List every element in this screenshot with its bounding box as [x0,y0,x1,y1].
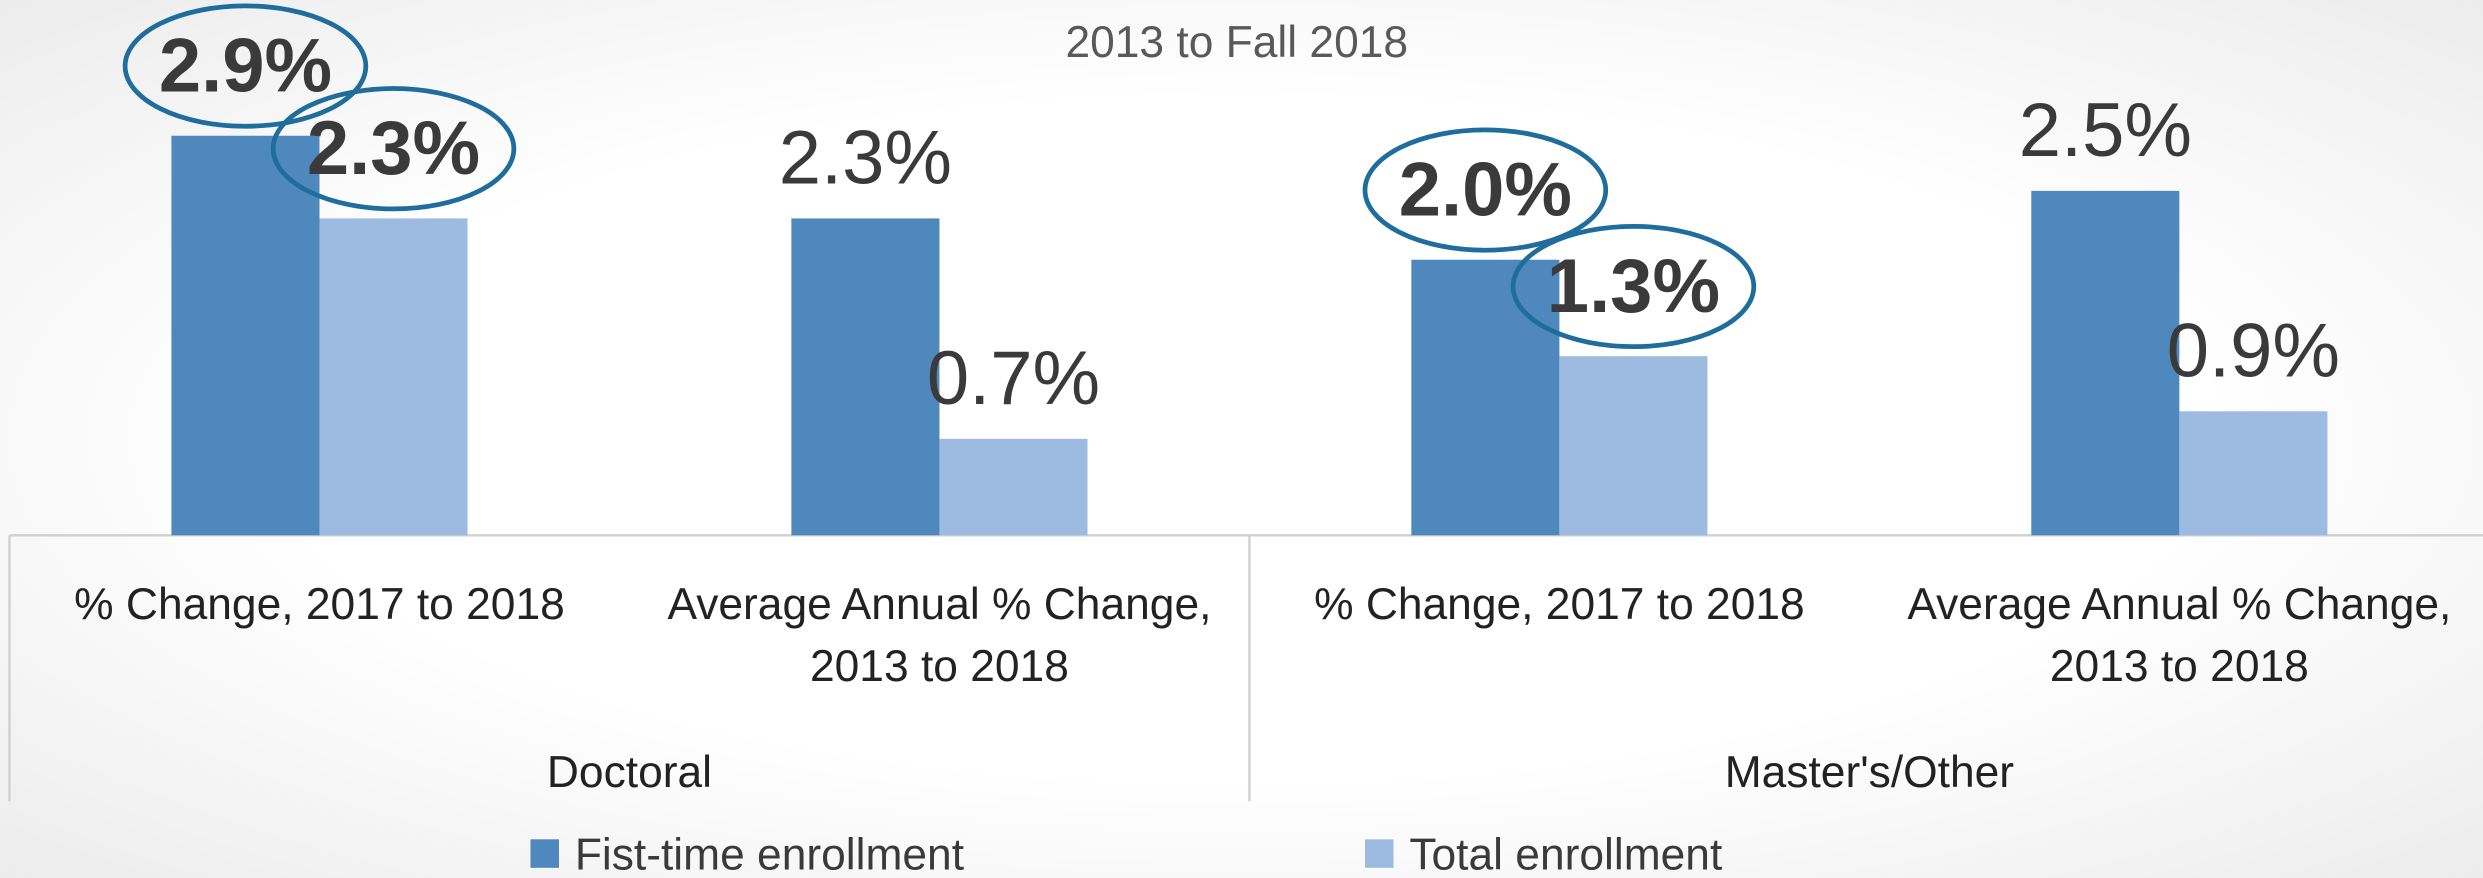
x-tick-label: % Change, 2017 to 2018 [1314,579,1805,629]
x-category: Average Annual % Change, 2013 to 2018 [1907,579,2452,691]
legend-swatch [530,839,559,868]
x-tick-label: Average Annual % Change, 2013 to 2018 [667,579,1212,691]
data-label: 1.3% [1547,244,1720,329]
bar [939,438,1088,536]
data-label: 2.5% [2019,88,2192,173]
data-label: 2.9% [159,23,332,108]
highlight-ellipse [122,3,369,129]
x-category: Average Annual % Change, 2013 to 2018 [667,579,1212,691]
group-label: Doctoral [547,748,712,797]
bar [1411,259,1560,536]
data-label: 2.3% [307,106,480,191]
chart-title: 2013 to Fall 2018 [1065,18,1408,67]
data-label: 0.7% [927,336,1100,421]
highlight-ellipse [1510,223,1757,350]
bar [319,218,468,536]
bar [791,218,940,536]
legend-label: Total enrollment [1409,830,1722,878]
bar [2031,190,2180,536]
group-label: Master's/Other [1725,748,2015,797]
legend-label: Fist-time enrollment [575,830,964,878]
x-category: % Change, 2017 to 2018 [1314,579,1805,629]
x-tick-label: % Change, 2017 to 2018 [74,579,565,629]
highlight-ellipse [270,86,517,212]
x-category: % Change, 2017 to 2018 [74,579,565,629]
legend-swatch [1365,839,1394,868]
data-label: 0.9% [2167,308,2340,393]
bar [2179,411,2328,536]
bar [1559,356,1708,536]
highlight-ellipse [1362,127,1609,253]
bar [171,135,320,536]
data-label: 2.0% [1399,147,1572,232]
data-label: 2.3% [779,116,952,201]
x-tick-label: Average Annual % Change, 2013 to 2018 [1907,579,2452,691]
